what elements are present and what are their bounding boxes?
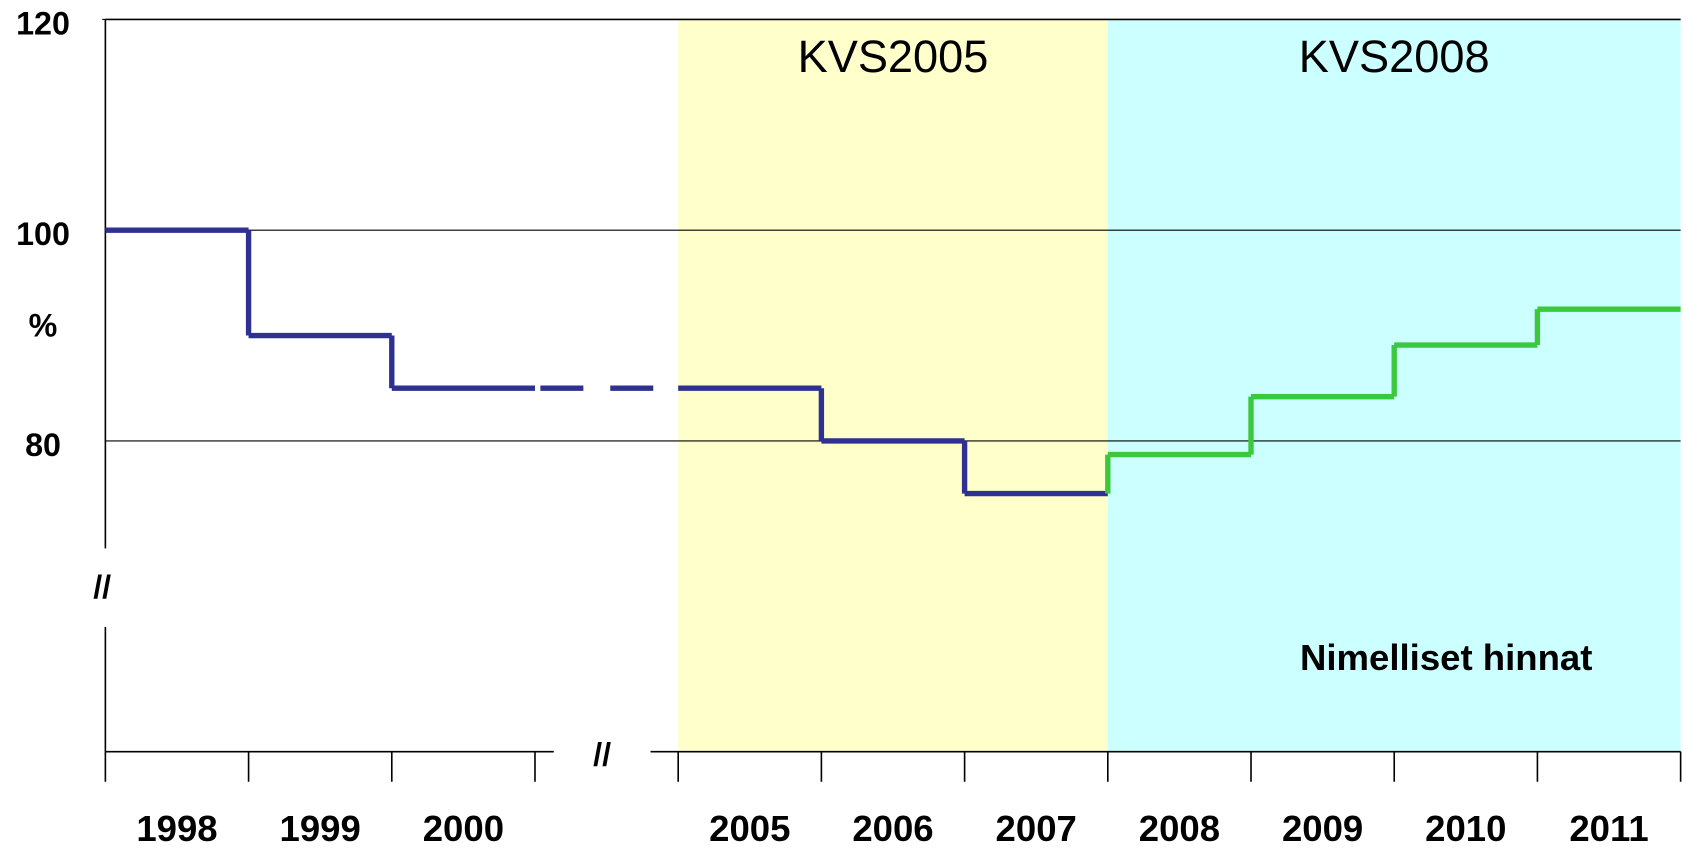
y-tick-label: 80 [25,427,61,463]
band-label: KVS2008 [1299,31,1490,82]
x-tick-label: 2010 [1425,808,1506,849]
x-tick-label: 2007 [996,808,1077,849]
band-label: KVS2005 [798,31,989,82]
marks [105,227,1681,497]
x-tick-label: 1999 [280,808,361,849]
y-tick-label: 100 [16,216,70,252]
x-tick-label: 2009 [1282,808,1363,849]
x-tick-label: 2000 [423,808,504,849]
y-axis-label: % [29,308,58,344]
x-tick-label: 2011 [1569,808,1648,849]
x-tick-label: 2006 [852,808,933,849]
annotation: Nimelliset hinnat [1300,637,1592,678]
band [678,19,1108,752]
y-tick-label: 120 [16,5,70,41]
axis-break: // [93,569,111,605]
x-tick-label: 2005 [709,808,790,849]
x-tick-label: 1998 [136,808,217,849]
x-tick-label: 2008 [1139,808,1220,849]
axis-break: // [593,737,611,773]
